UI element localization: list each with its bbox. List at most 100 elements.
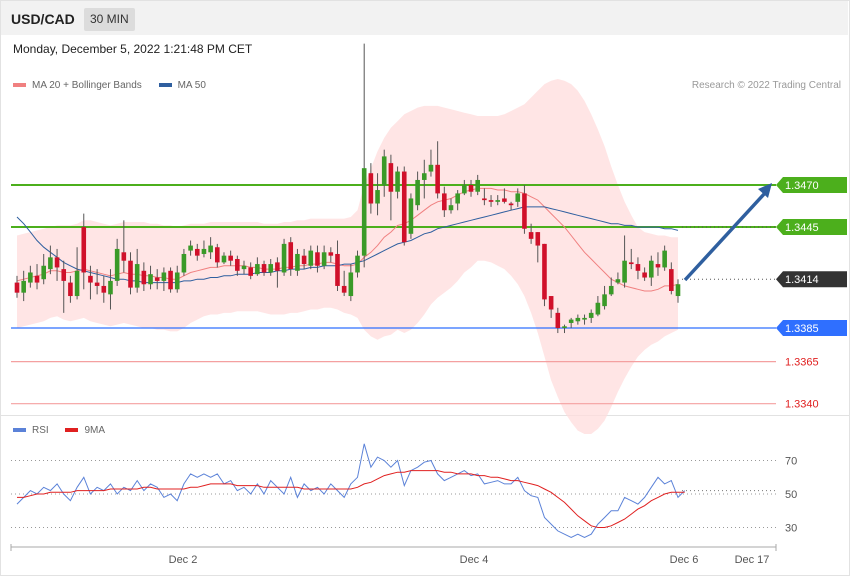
candle <box>288 237 294 276</box>
candle-body <box>582 317 587 320</box>
candle <box>194 243 200 261</box>
candle <box>508 201 514 211</box>
candle <box>562 324 567 334</box>
candle <box>335 240 340 291</box>
candle <box>14 275 20 298</box>
timeframe-button[interactable]: 30 MIN <box>84 8 135 31</box>
candle-body <box>328 252 334 256</box>
candle-body <box>588 312 594 318</box>
x-tick-label: Dec 6 <box>670 554 699 566</box>
rsi-level-label: 70 <box>785 456 797 468</box>
candle-body <box>442 193 447 211</box>
candle-body <box>381 156 387 185</box>
forecast-arrow-head <box>758 183 772 198</box>
candle <box>622 235 627 288</box>
candle-body <box>108 280 113 295</box>
candle <box>181 248 187 276</box>
candle <box>74 247 80 300</box>
candle <box>81 213 87 290</box>
candle <box>608 277 614 297</box>
candle <box>401 166 407 246</box>
legend-ma20-swatch <box>13 83 26 88</box>
candle <box>341 270 347 297</box>
price-tag-label: 1.3385 <box>785 323 819 335</box>
candle <box>368 163 374 214</box>
candle <box>235 255 240 276</box>
rsi-line <box>16 443 686 539</box>
candle-body <box>395 171 400 192</box>
credit-text: Research © 2022 Trading Central <box>691 80 841 91</box>
candle <box>455 190 460 211</box>
candle-body <box>81 227 87 273</box>
candle <box>555 307 561 334</box>
candle-body <box>281 243 287 273</box>
x-axis-layer: Dec 2 Dec 4 Dec 6 Dec 17 <box>10 544 777 566</box>
candle-body <box>201 248 207 254</box>
candle <box>588 309 594 323</box>
candle <box>68 275 73 303</box>
candle-body <box>255 264 260 275</box>
candle <box>482 188 487 206</box>
chart-header: USD/CAD 30 MIN <box>1 1 848 35</box>
candle <box>161 267 167 291</box>
candle-body <box>475 179 480 192</box>
candle <box>542 243 547 307</box>
price-tag-label: 1.3445 <box>785 222 819 234</box>
candle <box>315 245 320 273</box>
symbol-label: USD/CAD <box>11 11 75 27</box>
candle-body <box>448 205 454 211</box>
candle <box>515 188 521 207</box>
candle <box>442 186 447 217</box>
candle-body <box>261 264 267 273</box>
candle-body <box>315 252 320 266</box>
candle <box>21 270 26 302</box>
candle-body <box>54 257 60 268</box>
candle <box>595 296 601 317</box>
candle-body <box>408 198 414 234</box>
candle <box>275 257 280 288</box>
candle-body <box>21 280 26 293</box>
candle-body <box>335 253 340 286</box>
candle-body <box>421 173 427 180</box>
price-tag-label: 1.3414 <box>785 274 819 286</box>
candle-body <box>508 203 514 206</box>
legend-ma50: MA 50 <box>158 80 206 91</box>
candle-body <box>535 232 541 246</box>
candle <box>321 245 327 270</box>
candle-body <box>435 164 440 194</box>
candle <box>415 171 420 211</box>
candle <box>475 174 480 196</box>
candle-body <box>415 179 420 206</box>
candle <box>675 279 681 303</box>
candle-body <box>308 250 314 266</box>
candle <box>648 255 654 286</box>
candle <box>54 248 60 281</box>
candle-body <box>615 279 621 283</box>
candle <box>448 198 454 214</box>
candle-body <box>168 270 173 290</box>
candle <box>34 264 40 290</box>
candle-body <box>555 312 561 328</box>
candle-body <box>375 190 380 204</box>
candle <box>615 272 621 285</box>
candle <box>241 260 247 275</box>
candle <box>635 257 641 280</box>
candle-body <box>268 264 274 273</box>
ma50-line <box>16 206 679 284</box>
price-tag <box>776 219 847 236</box>
price-label: 1.3365 <box>785 357 819 369</box>
candle-body <box>361 168 367 256</box>
candle-body <box>14 282 20 293</box>
candle <box>94 269 100 295</box>
candle <box>154 269 160 290</box>
bollinger-band-layer <box>17 79 678 434</box>
candle-body <box>94 282 100 286</box>
candle-body <box>455 193 460 204</box>
candle-body <box>482 198 487 201</box>
ma20-line <box>16 187 679 292</box>
candle <box>388 154 394 221</box>
candle <box>548 296 554 318</box>
candle <box>228 250 233 266</box>
candle <box>134 248 140 293</box>
candle-body <box>568 319 574 323</box>
